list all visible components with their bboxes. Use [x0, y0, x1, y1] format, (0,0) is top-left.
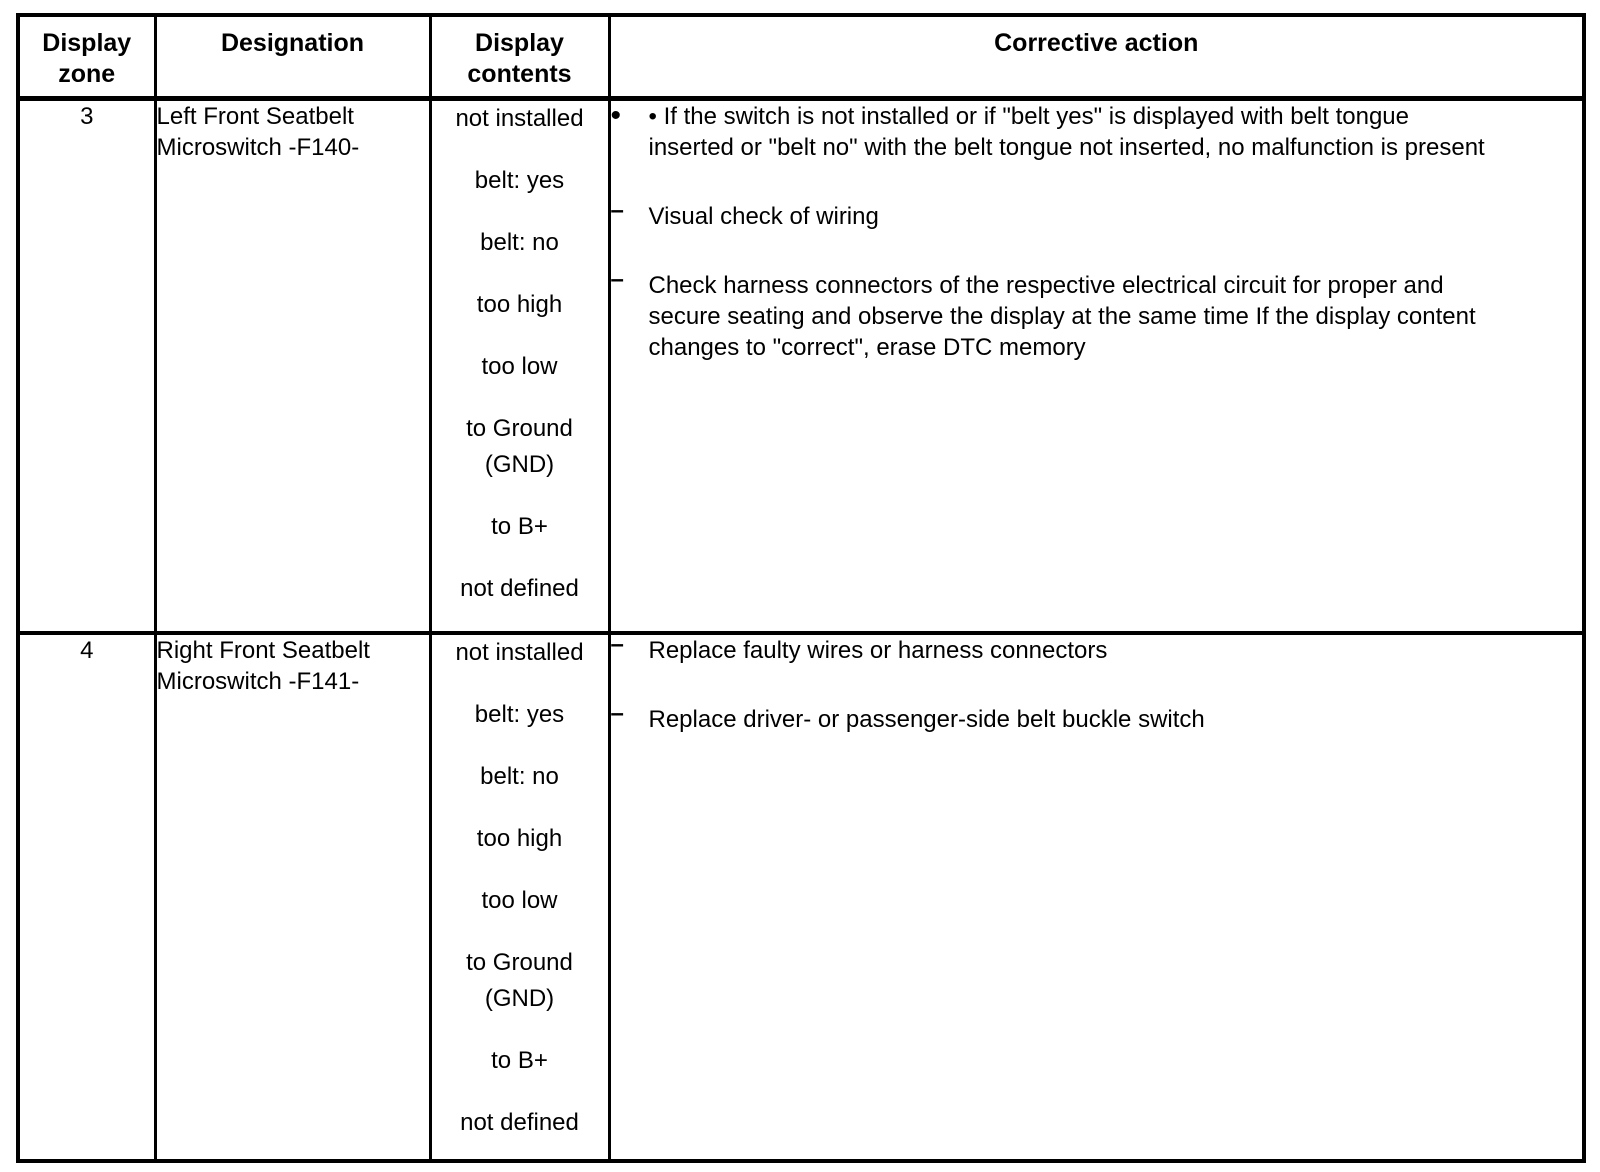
- display-content-item: to B+: [491, 1047, 548, 1074]
- display-content-item: to B+: [491, 513, 548, 540]
- display-content-item: not installed: [455, 105, 584, 132]
- display-content-item: too low: [481, 887, 558, 914]
- corrective-action-cell: • • If the switch is not installed or if…: [607, 96, 1586, 635]
- table-row: 4 Right Front Seatbelt Microswitch -F141…: [16, 631, 1586, 1163]
- display-content-item: too high: [476, 825, 563, 852]
- diagnostic-table: Display zone Designation Display content…: [16, 13, 1586, 1163]
- display-content-item: belt: no: [480, 763, 559, 790]
- display-content-item: not installed: [455, 639, 584, 666]
- action-text: Check harness connectors of the respecti…: [648, 272, 1476, 361]
- display-content-item: too low: [481, 353, 558, 380]
- display-contents-cell: not installed belt: yes belt: no too hig…: [428, 631, 611, 1163]
- bullet-marker-icon: •: [610, 99, 622, 132]
- zone-cell: 3: [16, 96, 157, 635]
- dash-marker-icon: –: [610, 266, 624, 293]
- zone-cell: 4: [16, 631, 157, 1163]
- header-corrective-action: Corrective action: [607, 13, 1586, 101]
- designation-cell: Right Front Seatbelt Microswitch -F141-: [153, 631, 432, 1163]
- header-designation: Designation: [153, 13, 432, 101]
- display-content-item: belt: no: [480, 229, 559, 256]
- display-content-item: belt: yes: [474, 701, 565, 728]
- table-row: 3 Left Front Seatbelt Microswitch -F140-…: [16, 96, 1586, 635]
- action-text: Visual check of wiring: [648, 203, 879, 230]
- display-content-item: not defined: [460, 575, 579, 602]
- corrective-action-cell: – Replace faulty wires or harness connec…: [607, 631, 1586, 1163]
- dash-marker-icon: –: [610, 197, 624, 224]
- action-item: • • If the switch is not installed or if…: [610, 99, 1581, 163]
- display-content-item: not defined: [460, 1109, 579, 1136]
- display-content-item: too high: [476, 291, 563, 318]
- action-item: – Replace faulty wires or harness connec…: [610, 633, 1581, 666]
- header-display-zone: Display zone: [16, 13, 157, 101]
- action-text: Replace driver- or passenger-side belt b…: [648, 706, 1205, 733]
- action-item: – Check harness connectors of the respec…: [612, 266, 1581, 363]
- action-text: Replace faulty wires or harness connecto…: [648, 637, 1108, 664]
- action-text: • If the switch is not installed or if "…: [648, 103, 1485, 161]
- action-item: – Visual check of wiring: [612, 197, 1581, 232]
- display-content-item: to Ground (GND): [466, 415, 573, 478]
- display-content-item: belt: yes: [474, 167, 565, 194]
- dash-marker-icon: –: [610, 633, 624, 658]
- dash-marker-icon: –: [610, 700, 624, 727]
- designation-cell: Left Front Seatbelt Microswitch -F140-: [153, 96, 432, 635]
- header-row: Display zone Designation Display content…: [16, 13, 1586, 101]
- header-display-contents: Display contents: [428, 13, 611, 101]
- document-page: Display zone Designation Display content…: [16, 13, 1586, 1163]
- display-content-item: to Ground (GND): [466, 949, 573, 1012]
- display-contents-cell: not installed belt: yes belt: no too hig…: [428, 96, 611, 635]
- action-item: – Replace driver- or passenger-side belt…: [612, 700, 1581, 735]
